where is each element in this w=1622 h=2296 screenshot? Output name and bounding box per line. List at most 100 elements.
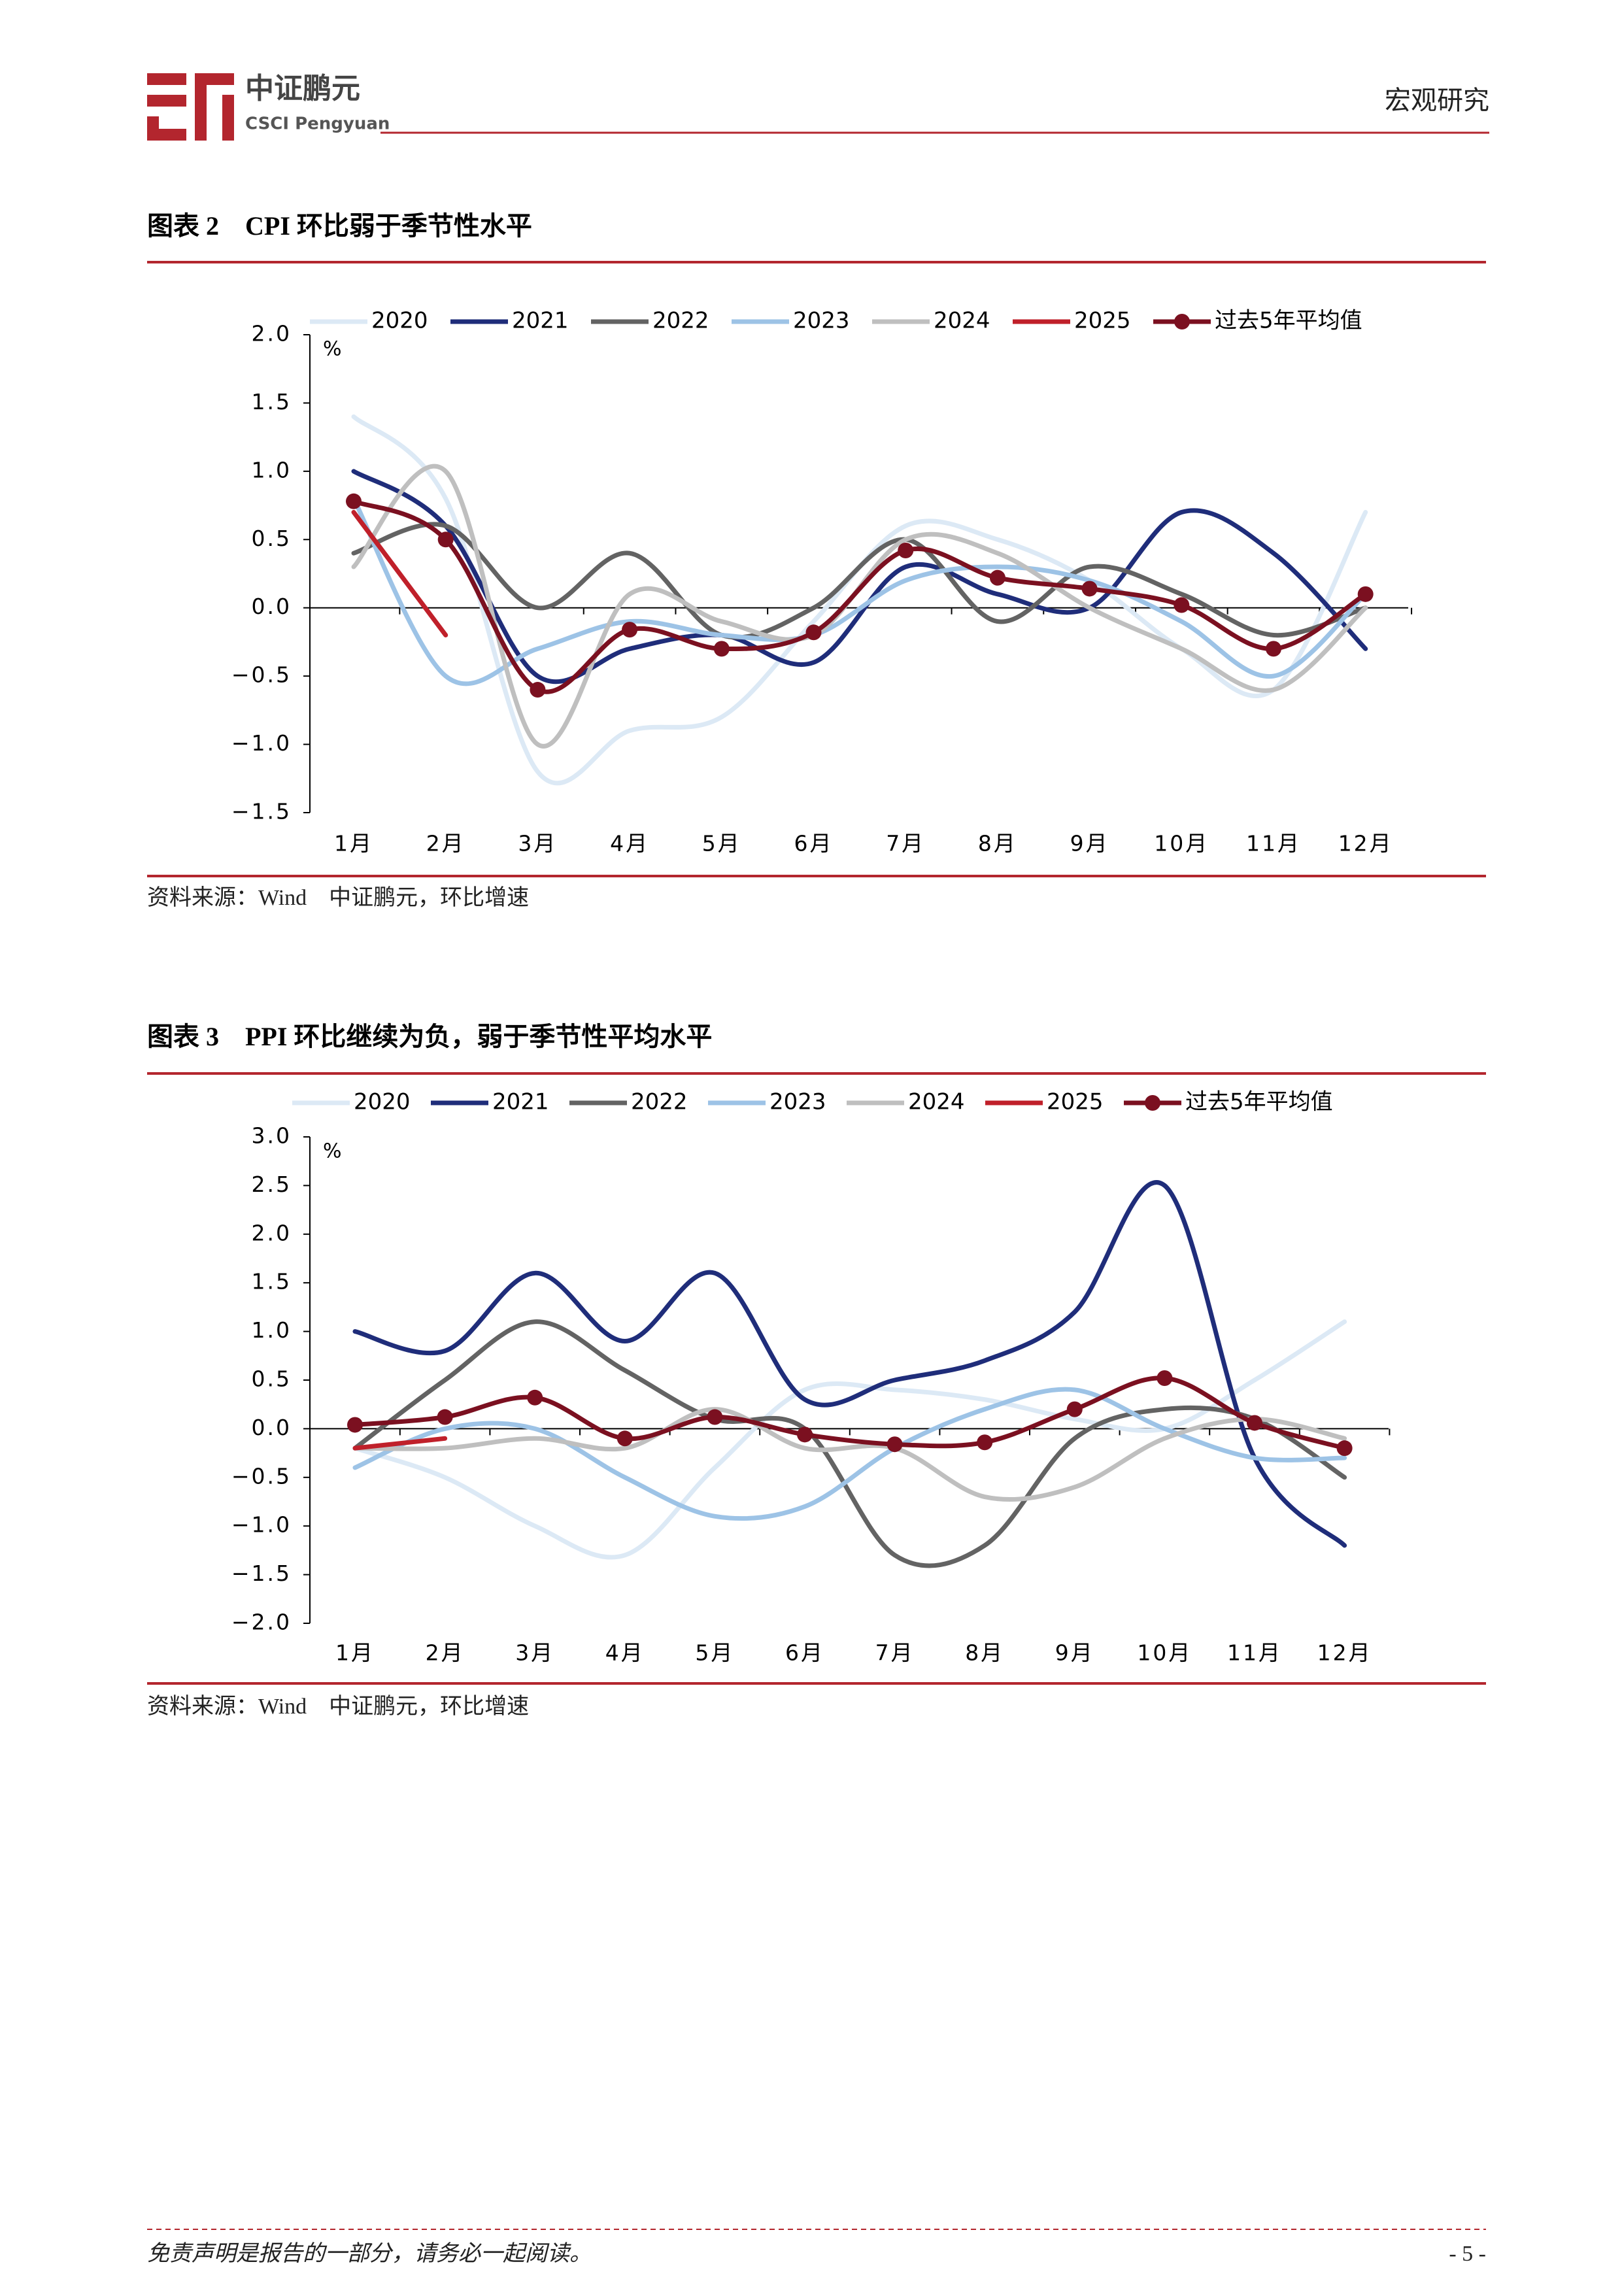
y-tick-label: 0.5 xyxy=(252,526,292,551)
series-marker xyxy=(1357,586,1374,602)
y-tick-label: 1.5 xyxy=(252,1269,292,1294)
series-line xyxy=(351,469,1368,684)
series-marker xyxy=(1266,641,1281,657)
legend-label: 2020 xyxy=(354,1089,411,1115)
series-line xyxy=(352,1407,1347,1502)
source-note: 资料来源：Wind 中证鹏元，环比增速 xyxy=(147,885,529,910)
x-tick-label: 11月 xyxy=(1227,1640,1282,1666)
series-marker xyxy=(1157,1370,1173,1387)
series-line xyxy=(352,1180,1347,1548)
legend-label: 2023 xyxy=(793,308,850,334)
series-marker xyxy=(617,1430,633,1447)
y-tick-label: −1.5 xyxy=(231,799,292,824)
series-marker xyxy=(437,1409,453,1425)
y-tick-label: 1.5 xyxy=(252,389,292,414)
series-marker xyxy=(1066,1401,1083,1417)
series-line xyxy=(351,496,1368,686)
x-tick-label: 5月 xyxy=(695,1640,734,1666)
legend-label: 过去5年平均值 xyxy=(1185,1089,1333,1115)
y-tick-label: −2.0 xyxy=(231,1610,292,1635)
series-line xyxy=(352,1387,1347,1521)
x-tick-label: 3月 xyxy=(518,831,557,856)
y-tick-label: 0.0 xyxy=(252,1415,292,1440)
y-tick-label: 2.5 xyxy=(252,1172,292,1197)
series-marker xyxy=(1336,1440,1353,1457)
x-tick-label: 7月 xyxy=(886,831,925,856)
series-marker xyxy=(622,622,638,638)
legend-label: 2025 xyxy=(1047,1089,1104,1115)
series-marker xyxy=(713,641,730,657)
series-marker xyxy=(989,569,1005,586)
series-line xyxy=(351,499,1368,694)
series-marker xyxy=(1081,581,1098,597)
series-marker xyxy=(527,1389,543,1406)
x-tick-label: 9月 xyxy=(1055,1640,1094,1666)
x-tick-label: 5月 xyxy=(702,831,741,856)
y-tick-label: 0.0 xyxy=(252,594,292,619)
series-marker xyxy=(977,1434,993,1451)
series-line xyxy=(352,1319,1347,1568)
chart-title: 图表 3 PPI 环比继续为负，弱于季节性平均水平 xyxy=(147,1022,712,1051)
x-tick-label: 7月 xyxy=(875,1640,915,1666)
x-tick-label: 4月 xyxy=(610,831,649,856)
series-marker xyxy=(437,532,454,548)
series-marker xyxy=(347,1417,363,1433)
legend-label: 过去5年平均值 xyxy=(1215,308,1362,334)
y-tick-label: −1.5 xyxy=(231,1561,292,1586)
logo-icon xyxy=(147,73,234,141)
logo-cn: 中证鹏元 xyxy=(245,72,360,105)
y-tick-label: 2.0 xyxy=(252,321,292,346)
series-line xyxy=(352,1376,1347,1451)
legend-label: 2025 xyxy=(1074,308,1131,334)
y-tick-label: −0.5 xyxy=(231,662,292,688)
x-tick-label: 8月 xyxy=(965,1640,1004,1666)
legend-marker xyxy=(1174,314,1190,329)
y-tick-label: −1.0 xyxy=(231,730,292,756)
series-line xyxy=(351,414,1368,786)
legend-marker xyxy=(1145,1095,1160,1111)
x-tick-label: 10月 xyxy=(1154,831,1209,856)
logo-en: CSCI Pengyuan xyxy=(245,114,390,134)
legend-label: 2023 xyxy=(769,1089,826,1115)
page-number: - 5 - xyxy=(1449,2242,1486,2266)
x-tick-label: 2月 xyxy=(426,831,465,856)
series-marker xyxy=(346,493,362,509)
x-tick-label: 8月 xyxy=(978,831,1017,856)
y-tick-label: 1.0 xyxy=(252,457,292,482)
series-line xyxy=(351,522,1368,640)
x-tick-label: 9月 xyxy=(1070,831,1109,856)
source-note: 资料来源：Wind 中证鹏元，环比增速 xyxy=(147,1694,529,1719)
y-unit: % xyxy=(323,1140,342,1163)
series-line xyxy=(352,1319,1347,1560)
x-tick-label: 4月 xyxy=(605,1640,645,1666)
x-tick-label: 6月 xyxy=(785,1640,824,1666)
series-marker xyxy=(797,1427,813,1443)
series-marker xyxy=(898,542,914,558)
x-tick-label: 11月 xyxy=(1246,831,1301,856)
disclaimer: 免责声明是报告的一部分，请务必一起阅读。 xyxy=(147,2242,592,2266)
legend-label: 2024 xyxy=(908,1089,965,1115)
series-line xyxy=(352,1436,448,1451)
legend-label: 2020 xyxy=(371,308,428,334)
x-tick-label: 1月 xyxy=(335,1640,375,1666)
chart-title: 图表 2 CPI 环比弱于季节性水平 xyxy=(147,211,532,241)
y-tick-label: 0.5 xyxy=(252,1366,292,1392)
y-unit: % xyxy=(323,338,342,361)
section-title: 宏观研究 xyxy=(1385,86,1489,115)
y-tick-label: 3.0 xyxy=(252,1123,292,1149)
x-tick-label: 12月 xyxy=(1317,1640,1372,1666)
series-marker xyxy=(707,1409,723,1425)
x-tick-label: 12月 xyxy=(1338,831,1393,856)
series-marker xyxy=(1247,1415,1262,1431)
y-tick-label: 1.0 xyxy=(252,1317,292,1343)
y-tick-label: −0.5 xyxy=(231,1463,292,1489)
series-marker xyxy=(530,682,546,698)
legend-label: 2021 xyxy=(512,308,569,334)
legend-label: 2022 xyxy=(652,308,709,334)
x-tick-label: 2月 xyxy=(426,1640,465,1666)
series-line xyxy=(351,510,448,637)
y-tick-label: −1.0 xyxy=(231,1512,292,1538)
legend-label: 2024 xyxy=(934,308,990,334)
series-marker xyxy=(805,624,822,641)
